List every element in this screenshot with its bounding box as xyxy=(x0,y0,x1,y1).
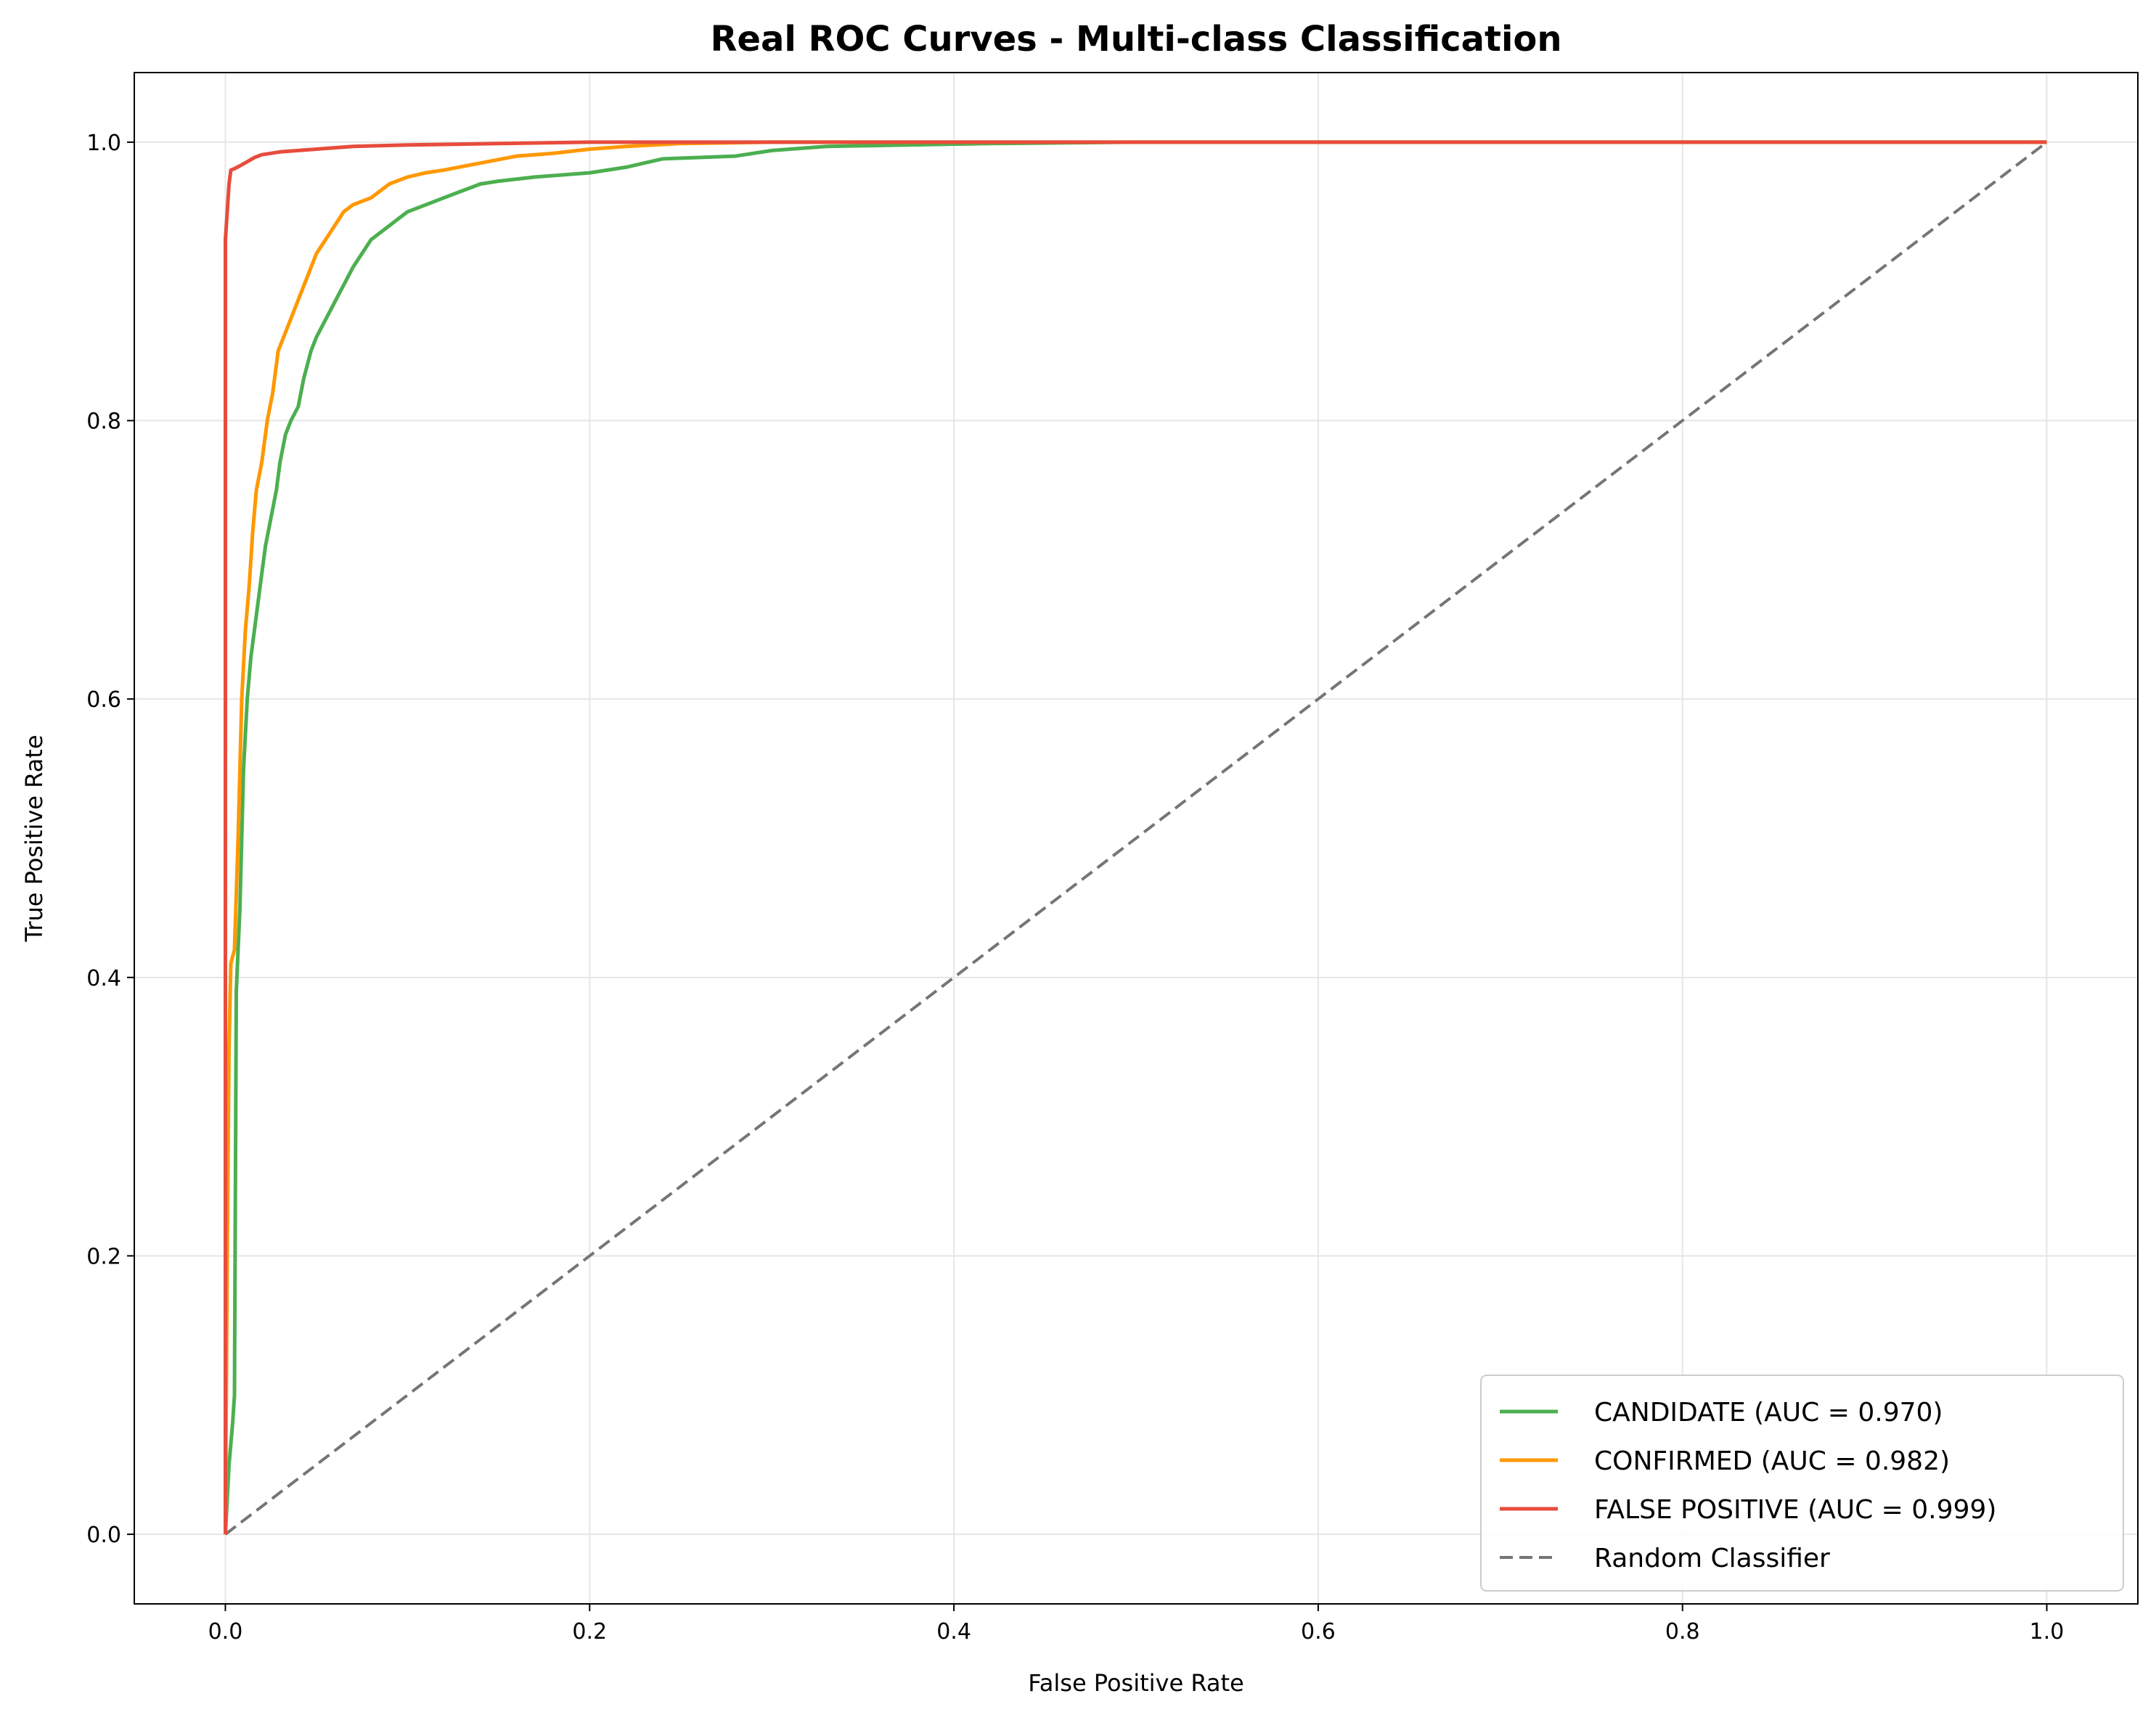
series-line-false-positive xyxy=(224,140,2047,1535)
y-tick-label: 0.6 xyxy=(86,687,121,713)
series-line-confirmed xyxy=(224,140,2047,1535)
x-tick-label: 0.4 xyxy=(936,1619,971,1645)
y-tick-label: 0.4 xyxy=(86,966,121,991)
chart-title: Real ROC Curves - Multi-class Classifica… xyxy=(710,19,1561,60)
legend: CANDIDATE (AUC = 0.970) CONFIRMED (AUC = … xyxy=(1480,1375,2124,1592)
series-line-candidate xyxy=(224,140,2047,1535)
plot-frame xyxy=(134,72,2139,1605)
y-tick-label: 1.0 xyxy=(86,131,121,156)
plot-lines xyxy=(224,140,2048,1536)
y-tick-label: 0.0 xyxy=(86,1523,121,1548)
y-tick-label: 0.2 xyxy=(86,1244,121,1269)
series-line-random-classifier xyxy=(224,141,2048,1536)
x-tick-label: 0.8 xyxy=(1665,1619,1700,1645)
grid xyxy=(134,73,2138,1604)
legend-label-candidate: CANDIDATE (AUC = 0.970) xyxy=(1594,1398,1943,1428)
legend-label-confirmed: CONFIRMED (AUC = 0.982) xyxy=(1594,1446,1950,1476)
x-tick-label: 1.0 xyxy=(2030,1619,2065,1645)
x-tick-label: 0.0 xyxy=(208,1619,243,1645)
legend-label-random-classifier: Random Classifier xyxy=(1594,1544,1830,1573)
y-tick-label: 0.8 xyxy=(86,409,121,435)
y-axis-label: True Positive Rate xyxy=(20,734,48,942)
axis-ticks: 0.0 0.2 0.4 0.6 0.8 1.0 0.0 0.2 0.4 0.6 0.8 1.0 xyxy=(86,131,2064,1645)
x-tick-label: 0.6 xyxy=(1301,1619,1336,1645)
x-tick-label: 0.2 xyxy=(572,1619,607,1645)
legend-box xyxy=(1480,1375,2124,1592)
x-axis-label: False Positive Rate xyxy=(1028,1669,1244,1697)
legend-label-false-positive: FALSE POSITIVE (AUC = 0.999) xyxy=(1594,1495,1996,1525)
